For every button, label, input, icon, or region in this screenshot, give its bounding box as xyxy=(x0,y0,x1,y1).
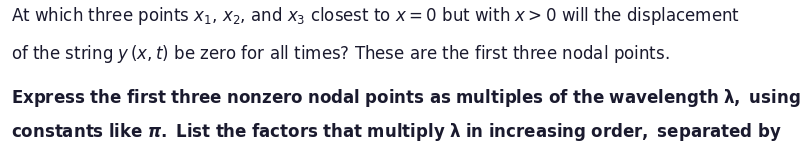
Text: $\bf{Express\ the\ first\ three\ nonzero\ nodal\ points\ as\ multiples\ of\ the\: $\bf{Express\ the\ first\ three\ nonzero… xyxy=(11,87,799,109)
Text: $\bf{commas.}$: $\bf{commas.}$ xyxy=(11,153,94,155)
Text: $\bf{constants\ like\ }$$\boldsymbol{\pi}$$\bf{.\ List\ the\ factors\ that\ mult: $\bf{constants\ like\ }$$\boldsymbol{\pi… xyxy=(11,121,780,143)
Text: of the string $y\,(x, t)$ be zero for all times? These are the first three nodal: of the string $y\,(x, t)$ be zero for al… xyxy=(11,43,668,65)
Text: At which three points $x_1$, $x_2$, and $x_3$ closest to $x = 0$ but with $x > 0: At which three points $x_1$, $x_2$, and … xyxy=(11,5,739,27)
